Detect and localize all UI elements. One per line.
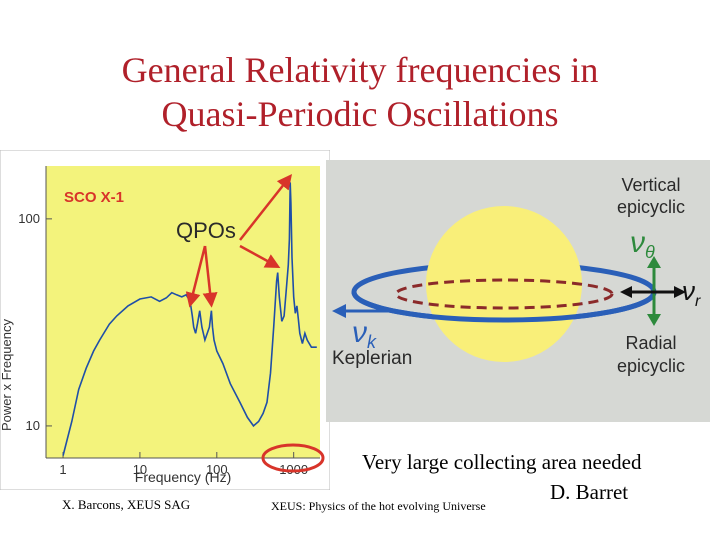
keplerian-frequency-symbol: νk [352, 316, 377, 352]
slide-title-line-2: Quasi-Periodic Oscillations [161, 94, 559, 134]
y-tick-label: 10 [26, 418, 40, 433]
x-tick-label: 1 [59, 462, 66, 477]
radial-label-line-1: Radial [625, 333, 676, 353]
vertical-label-line-1: Vertical [621, 175, 680, 195]
disk-front-ring [351, 291, 657, 323]
power-spectrum-chart: SCO X-1 Power x Frequency Frequency (Hz)… [0, 150, 330, 490]
vertical-frequency-symbol: νθ [630, 226, 655, 262]
y-tick-label: 100 [18, 211, 40, 226]
qpo-arrow [202, 245, 218, 308]
qpo-arrow [239, 174, 293, 241]
y-axis-label: Power x Frequency [0, 319, 14, 431]
qpo-arrow [185, 245, 207, 308]
keplerian-label: Keplerian [332, 348, 412, 369]
footer-author: X. Barcons, XEUS SAG [62, 497, 191, 512]
vertical-subscript: θ [645, 242, 655, 262]
keplerian-arrowhead [332, 304, 346, 318]
author-note: D. Barret [550, 480, 629, 504]
slide-title: General Relativity frequencies in Quasi-… [40, 48, 680, 136]
spectrum-series-line [62, 182, 317, 456]
radial-arrowhead-left [620, 286, 632, 298]
qpo-arrows [185, 174, 293, 308]
radial-arrowhead-right [674, 286, 686, 298]
radial-frequency-symbol: νr [682, 276, 701, 310]
keplerian-symbol: ν [352, 316, 367, 349]
qpo-annotation: QPOs [176, 218, 236, 243]
footer-title: XEUS: Physics of the hot evolving Univer… [271, 499, 486, 513]
chart-title: SCO X-1 [64, 189, 124, 206]
slide-title-line-1: General Relativity frequencies in [121, 50, 599, 90]
vertical-symbol: ν [630, 226, 645, 259]
radial-label-line-2: epicyclic [617, 356, 685, 376]
y-tick-labels: 10 100 [18, 211, 40, 433]
vertical-arrowhead-up [647, 256, 661, 268]
inner-orbit-dashed [394, 278, 614, 310]
x-axis-label: Frequency (Hz) [135, 469, 231, 485]
highlighted-tick-ring [261, 443, 325, 473]
epicyclic-diagram: Vertical epicyclic νθ νr νk Keplerian Ra… [326, 160, 710, 422]
vertical-label-line-2: epicyclic [617, 197, 685, 217]
radial-symbol: ν [682, 276, 695, 306]
qpo-arrow [239, 244, 281, 269]
vertical-arrowhead-down [647, 314, 661, 326]
radial-subscript: r [695, 293, 701, 310]
x-tick-label: 10 [133, 462, 147, 477]
collecting-area-note: Very large collecting area needed [362, 450, 642, 474]
central-star [426, 206, 582, 362]
x-tick-label: 100 [206, 462, 228, 477]
plot-area [46, 166, 320, 458]
keplerian-subscript: k [367, 332, 377, 352]
